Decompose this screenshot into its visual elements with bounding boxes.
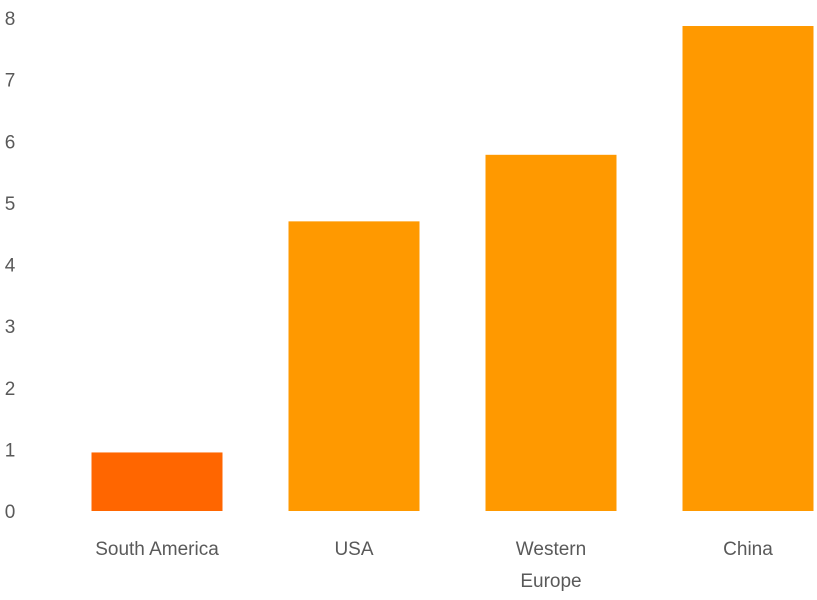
x-tick-label: Western Europe [516, 539, 586, 592]
x-tick-label-line: South America [95, 539, 219, 560]
y-tick-label: 4 [5, 256, 16, 277]
y-tick-label: 6 [5, 132, 16, 153]
x-tick-label-line: USA [334, 539, 373, 560]
x-tick-label: China [723, 539, 773, 560]
bar-south-america [91, 452, 223, 511]
bars-group [91, 26, 814, 512]
y-tick-label: 0 [5, 502, 16, 523]
bar-usa [288, 221, 420, 512]
x-tick-label-line: China [723, 539, 773, 560]
x-tick-label-line: Western [516, 539, 586, 560]
y-tick-label: 2 [5, 379, 16, 400]
y-tick-label: 5 [5, 194, 16, 215]
y-tick-label: 1 [5, 440, 16, 461]
y-axis-ticks: 0 1 2 3 4 5 6 7 8 [5, 9, 16, 523]
x-tick-label: USA [334, 539, 373, 560]
y-tick-label: 3 [5, 317, 16, 338]
x-tick-label-line: Europe [520, 571, 581, 592]
bar-western-europe [485, 154, 617, 511]
x-axis-labels: South America USA Western Europe China [95, 539, 773, 592]
y-tick-label: 7 [5, 71, 16, 92]
x-tick-label: South America [95, 539, 219, 560]
y-tick-label: 8 [5, 9, 16, 30]
bar-china [682, 26, 814, 511]
